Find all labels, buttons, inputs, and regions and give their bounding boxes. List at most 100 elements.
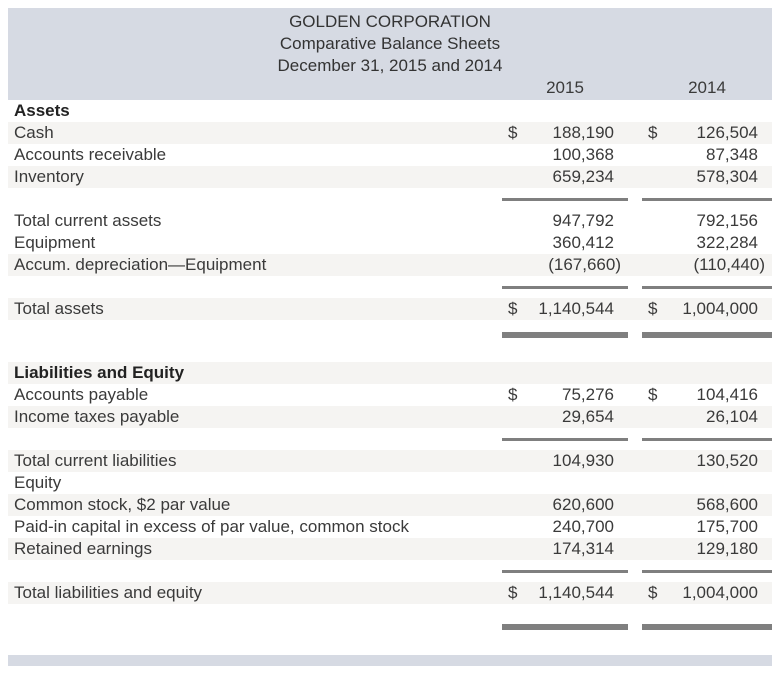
- year-header-2014: 2014: [688, 78, 726, 97]
- amount-2014: [642, 472, 772, 494]
- separator-row: [8, 428, 772, 450]
- row-label: Total assets: [14, 299, 104, 318]
- row-label: Cash: [14, 123, 54, 142]
- column-gap: [628, 276, 642, 298]
- double-underline-rule: [642, 624, 772, 630]
- amount-2014: $1,004,000: [642, 298, 772, 320]
- amount-value: 578,304: [696, 167, 758, 186]
- row-label: Total current assets: [14, 211, 162, 230]
- amount-2014: $104,416: [642, 384, 772, 406]
- rule-2014: [642, 320, 772, 350]
- row-label: Inventory: [14, 167, 84, 186]
- amount-2015: [502, 100, 628, 122]
- column-gap: [628, 538, 642, 560]
- amount-value: 126,504: [696, 123, 758, 142]
- amount-value: 87,348: [706, 145, 758, 164]
- row-label: Accum. depreciation—Equipment: [14, 255, 267, 274]
- table-row: Accum. depreciation—Equipment (167,660) (1…: [8, 254, 772, 276]
- underline-rule: [642, 570, 772, 573]
- table-row: Total assets $1,140,544 $1,004,000: [8, 298, 772, 320]
- table-row: Total liabilities and equity $1,140,544 $1…: [8, 582, 772, 604]
- report-title: Comparative Balance Sheets: [279, 34, 501, 53]
- rows: Assets Cash $188,190 $126,504 Accounts recei…: [8, 100, 772, 642]
- amount-value: 26,104: [706, 407, 758, 426]
- amount-2015: 104,930: [502, 450, 628, 472]
- column-gap: [628, 494, 642, 516]
- column-gap: [628, 232, 642, 254]
- amount-value: 1,140,544: [538, 299, 614, 318]
- dollar-sign: $: [508, 123, 518, 142]
- column-gap: [628, 254, 642, 276]
- separator-spacer: [8, 320, 502, 350]
- column-gap: [628, 144, 642, 166]
- rule-2014: [642, 428, 772, 450]
- double-underline-rule: [502, 332, 628, 338]
- row-label: Liabilities and Equity: [14, 363, 185, 382]
- separator-spacer: [8, 188, 502, 210]
- amount-2015: $1,140,544: [502, 582, 628, 604]
- separator-row: [8, 320, 772, 350]
- amount-2014: (110,440): [642, 254, 772, 276]
- underline-rule: [502, 198, 628, 201]
- table-row: Liabilities and Equity: [8, 362, 772, 384]
- amount-2014: $1,004,000: [642, 582, 772, 604]
- column-gap: [628, 188, 642, 210]
- underline-rule: [502, 570, 628, 573]
- amount-2015: [502, 362, 628, 384]
- column-gap: [628, 384, 642, 406]
- amount-value: 947,792: [552, 211, 614, 230]
- amount-value: 620,600: [552, 495, 614, 514]
- balance-sheet: GOLDEN CORPORATION Comparative Balance S…: [8, 8, 772, 666]
- amount-2015: 240,700: [502, 516, 628, 538]
- column-gap: [628, 612, 642, 642]
- column-gap: [628, 122, 642, 144]
- amount-2015: $1,140,544: [502, 298, 628, 320]
- amount-value: 188,190: [552, 123, 614, 142]
- separator-row: [8, 276, 772, 298]
- table-row: Cash $188,190 $126,504: [8, 122, 772, 144]
- rule-2015: [502, 320, 628, 350]
- column-gap: [628, 298, 642, 320]
- amount-value: 1,004,000: [682, 299, 758, 318]
- column-gap: [628, 362, 642, 384]
- rule-2014: [642, 612, 772, 642]
- column-gap: [628, 450, 642, 472]
- amount-value: 175,700: [696, 517, 758, 536]
- company-name: GOLDEN CORPORATION: [289, 12, 491, 31]
- dollar-sign: $: [508, 385, 518, 404]
- double-underline-rule: [642, 332, 772, 338]
- amount-2015: 360,412: [502, 232, 628, 254]
- table-row: Equity: [8, 472, 772, 494]
- amount-2015: 659,234: [502, 166, 628, 188]
- row-label: Retained earnings: [14, 539, 152, 558]
- column-gap: [628, 428, 642, 450]
- amount-value: 360,412: [552, 233, 614, 252]
- rule-2015: [502, 612, 628, 642]
- row-label: Accounts payable: [14, 385, 149, 404]
- amount-2015: 620,600: [502, 494, 628, 516]
- table-row: Common stock, $2 par value 620,600 568,600: [8, 494, 772, 516]
- year-header-spacer: [8, 77, 502, 99]
- row-label: Total current liabilities: [14, 451, 177, 470]
- amount-2014: 792,156: [642, 210, 772, 232]
- column-gap: [628, 582, 642, 604]
- amount-value: 1,140,544: [538, 583, 614, 602]
- underline-rule: [502, 438, 628, 441]
- column-gap: [628, 516, 642, 538]
- column-gap: [628, 406, 642, 428]
- row-label: Total liabilities and equity: [14, 583, 203, 602]
- row-label: Paid-in capital in excess of par value, …: [14, 517, 409, 536]
- amount-2014: 568,600: [642, 494, 772, 516]
- rule-2015: [502, 276, 628, 298]
- footer-band: [8, 655, 772, 666]
- amount-2014: [642, 100, 772, 122]
- dollar-sign: $: [648, 123, 658, 142]
- amount-value: 75,276: [562, 385, 614, 404]
- header-band: GOLDEN CORPORATION Comparative Balance S…: [8, 8, 772, 100]
- amount-2014: 26,104: [642, 406, 772, 428]
- amount-2015: $188,190: [502, 122, 628, 144]
- amount-2014: $126,504: [642, 122, 772, 144]
- table-row: Retained earnings 174,314 129,180: [8, 538, 772, 560]
- amount-2014: [642, 362, 772, 384]
- row-label: Income taxes payable: [14, 407, 180, 426]
